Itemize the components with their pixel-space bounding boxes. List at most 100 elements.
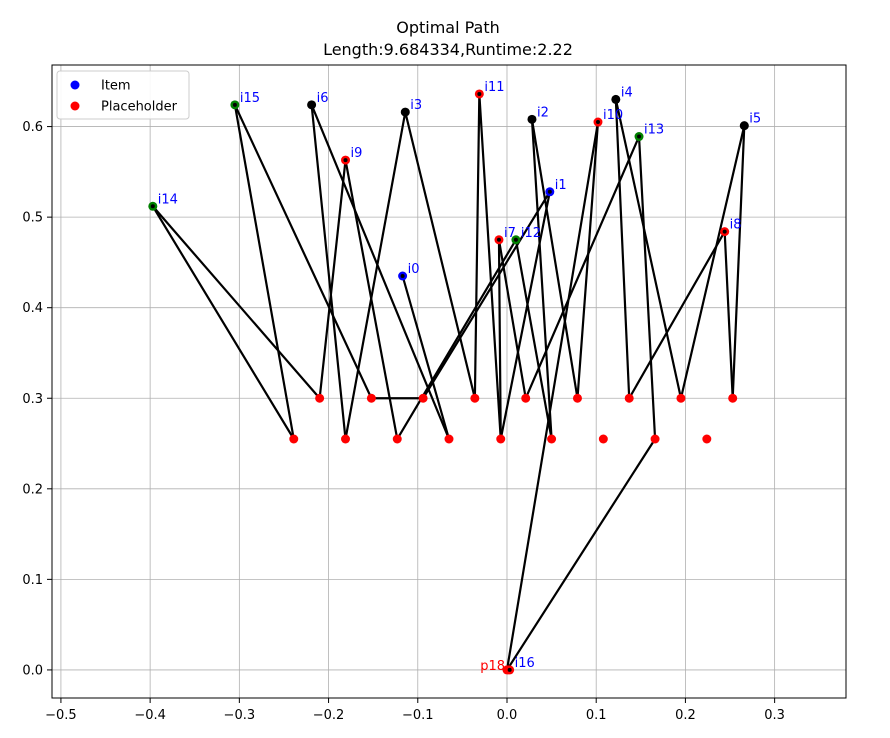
placeholder-point — [315, 393, 325, 403]
path-segment — [396, 238, 518, 441]
x-tick-label: −0.1 — [402, 708, 434, 723]
legend-box — [56, 70, 190, 120]
item-point-center — [150, 204, 155, 209]
item-point-label: i12 — [521, 226, 541, 241]
placeholder-point — [444, 434, 454, 444]
path-segment — [576, 120, 600, 400]
path-segment — [614, 98, 631, 400]
item-point-label: i0 — [408, 262, 420, 277]
item-point-label: i9 — [351, 146, 363, 161]
chart-title: Optimal Path — [396, 18, 500, 37]
item-point — [527, 114, 537, 124]
placeholder-point — [702, 434, 712, 444]
placeholder-point — [676, 393, 686, 403]
x-tick-label: −0.3 — [224, 708, 256, 723]
item-point-label: i10 — [603, 108, 623, 123]
path-segment — [530, 118, 553, 441]
y-tick-label: 0.3 — [22, 392, 43, 407]
x-tick-label: −0.5 — [45, 708, 77, 723]
item-point — [611, 94, 621, 104]
label-layer: p18 i0 i1 i2 i3 i4 i5 i6 i7 i8 i9 i10 i11 i12 i13 i14 i1… — [158, 80, 761, 674]
item-point-center — [477, 91, 482, 96]
item-point-label: i8 — [730, 218, 742, 233]
item-point-label: i16 — [515, 656, 535, 671]
placeholder-point — [289, 434, 299, 444]
path-layer — [151, 92, 746, 672]
path-segment — [422, 190, 551, 400]
item-point-label: i1 — [555, 178, 567, 193]
path-segment — [723, 230, 734, 400]
legend: Item Placeholder — [56, 70, 190, 120]
x-tick-label: 0.0 — [497, 708, 518, 723]
path-segment — [731, 124, 746, 400]
x-tick-label: −0.2 — [313, 708, 345, 723]
x-tick-label: 0.1 — [586, 708, 607, 723]
legend-placeholder-label: Placeholder — [101, 100, 178, 115]
plot-frame — [51, 64, 847, 699]
path-segment — [505, 437, 657, 672]
chart-subtitle: Length:9.684334,Runtime:2.22 — [323, 40, 573, 59]
placeholder-point — [392, 434, 402, 444]
path-segment — [499, 190, 551, 441]
item-point-label: i11 — [484, 80, 504, 95]
grid-layer — [52, 65, 846, 698]
path-segment — [478, 92, 502, 441]
item-point-label: i7 — [504, 226, 516, 241]
path-segment — [514, 238, 553, 441]
axes-layer: −0.5 −0.4 −0.3 −0.2 −0.1 0.0 0.1 0.2 0.3 0.0 0.1 0.… — [22, 120, 785, 723]
path-segment — [310, 103, 347, 441]
item-layer — [148, 89, 749, 675]
item-point-label: i5 — [749, 112, 761, 127]
path-segment — [401, 274, 451, 441]
path-segment — [530, 118, 579, 400]
path-segment — [614, 98, 683, 400]
item-point-center — [232, 102, 237, 107]
item-point-center — [637, 134, 642, 139]
placeholder-point — [598, 434, 608, 444]
item-point-center — [722, 229, 727, 234]
item-point-center — [496, 237, 501, 242]
item-point-center — [507, 667, 512, 672]
placeholder-point — [547, 434, 557, 444]
item-point-center — [400, 274, 405, 278]
path-segment — [473, 92, 481, 400]
path-segment — [151, 205, 295, 441]
legend-item-label: Item — [101, 79, 131, 94]
path-segment — [628, 230, 726, 400]
placeholder-point — [418, 393, 428, 403]
placeholder-point — [650, 434, 660, 444]
item-point-label: i3 — [410, 98, 422, 113]
item-point-center — [513, 237, 518, 242]
placeholder-point — [728, 393, 738, 403]
path-segment — [637, 135, 657, 441]
placeholder-point — [496, 434, 506, 444]
legend-placeholder-marker — [70, 101, 80, 111]
item-point-center — [595, 120, 600, 125]
placeholder-point — [521, 393, 531, 403]
item-point-label: i15 — [240, 91, 260, 106]
path-segment — [404, 110, 476, 400]
y-tick-label: 0.5 — [22, 211, 43, 226]
path-segment — [679, 124, 746, 400]
path-segment — [151, 205, 321, 400]
y-tick-label: 0.2 — [22, 482, 43, 497]
item-point — [739, 121, 749, 131]
path-segment — [505, 120, 600, 672]
item-point-label: i14 — [158, 192, 178, 207]
y-tick-label: 0.6 — [22, 120, 43, 135]
x-tick-label: −0.4 — [134, 708, 166, 723]
path-segment — [318, 158, 347, 400]
legend-item-marker — [70, 80, 80, 90]
x-tick-label: 0.2 — [675, 708, 696, 723]
path-segment — [310, 103, 451, 441]
x-tick-label: 0.3 — [764, 708, 785, 723]
item-point-label: i2 — [537, 105, 549, 120]
path-segment — [344, 110, 407, 441]
item-point — [307, 100, 317, 110]
path-segment — [233, 103, 373, 400]
y-tick-label: 0.1 — [22, 573, 43, 588]
path-segment — [233, 103, 295, 441]
placeholder-point — [341, 434, 351, 444]
origin-point-label: p18 — [480, 659, 505, 674]
